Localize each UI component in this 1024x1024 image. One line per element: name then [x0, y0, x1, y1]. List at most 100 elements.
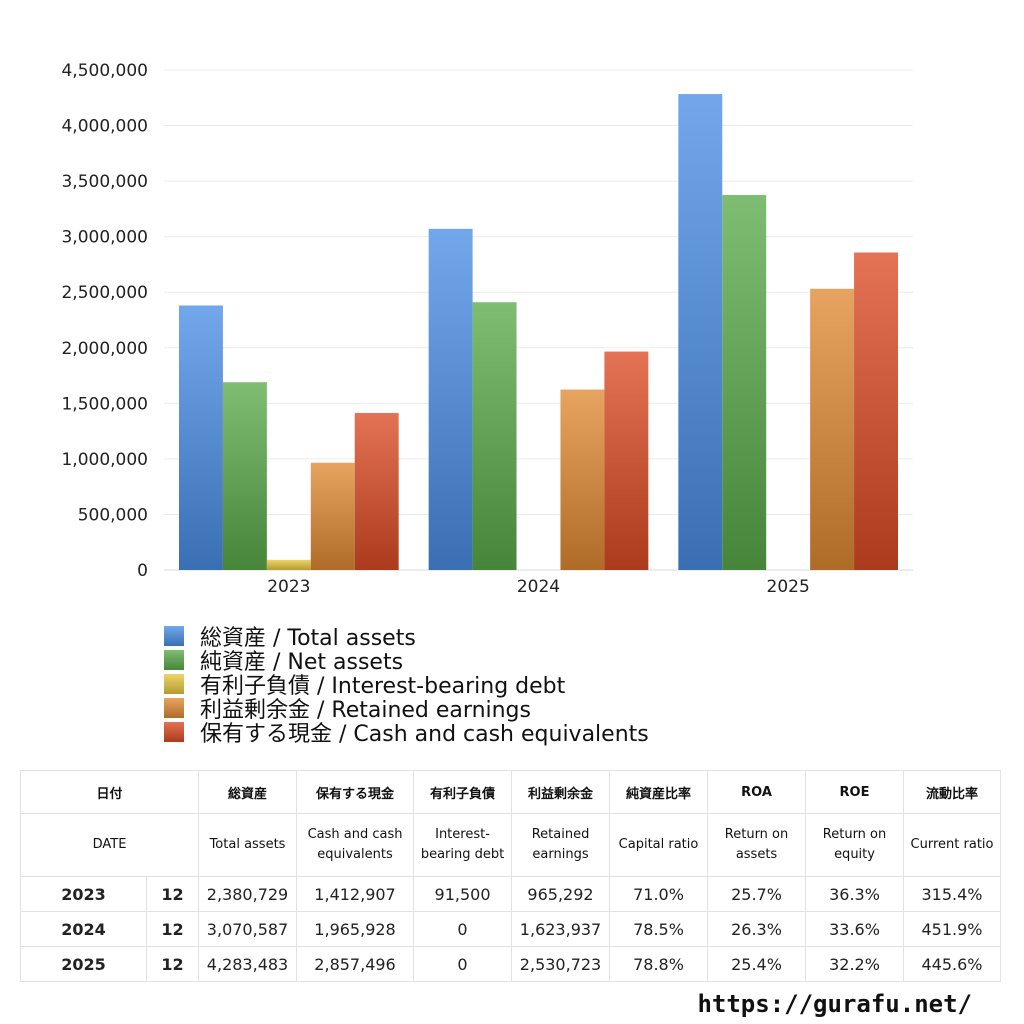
table-header-cell: Interest-bearing debt: [413, 813, 513, 877]
legend-label: 保有する現金 / Cash and cash equivalents: [200, 722, 649, 747]
table-cell: 965,292: [511, 876, 611, 912]
table-header-ja: 日付 総資産 保有する現金 有利子負債 利益剰余金 純資産比率 ROA ROE …: [19, 770, 1002, 814]
legend-label: 総資産 / Total assets: [200, 626, 416, 651]
bar: [678, 94, 723, 571]
legend-item-net-assets: 純資産 / Net assets: [164, 648, 649, 675]
table-cell: 451.9%: [903, 911, 1002, 947]
bar-chart: 4,500,000 4,000,000 3,500,000 3,000,000 2,50…: [61, 61, 913, 597]
legend-item-interest-bearing-debt: 有利子負債 / Interest-bearing debt: [164, 672, 649, 699]
table-cell: 78.8%: [609, 946, 709, 982]
table-cell: 2,380,729: [198, 876, 298, 912]
table-header-en: DATE Total assets Cash and cash equivale…: [19, 813, 1002, 877]
bar: [722, 195, 767, 570]
table-header-cell: Retained earnings: [511, 813, 611, 877]
table-cell: 0: [413, 911, 513, 947]
y-tick-label: 2,500,000: [61, 283, 148, 303]
bar: [810, 288, 855, 570]
bar: [179, 305, 223, 570]
table-cell: 78.5%: [609, 911, 709, 947]
table-header-cell: 有利子負債: [413, 770, 513, 814]
x-tick-label: 2023: [267, 577, 310, 597]
table-cell: 32.2%: [805, 946, 905, 982]
table-header-cell: 保有する現金: [296, 770, 415, 814]
bar: [604, 351, 649, 570]
y-axis-ticks: 4,500,000 4,000,000 3,500,000 3,000,000 2,50…: [61, 61, 148, 581]
table-header-cell: ROE: [805, 770, 905, 814]
legend-swatch: [164, 698, 184, 718]
grid-lines: [164, 69, 913, 571]
table-header-cell: Return on assets: [707, 813, 807, 877]
table-cell: 25.7%: [707, 876, 807, 912]
bar: [428, 228, 473, 570]
legend-swatch: [164, 650, 184, 670]
table-header-cell: 純資産比率: [609, 770, 709, 814]
bar: [266, 559, 311, 570]
y-tick-label: 2,000,000: [61, 339, 148, 359]
table-header-cell: Return on equity: [805, 813, 905, 877]
table-cell: 2,857,496: [296, 946, 415, 982]
y-tick-label: 1,500,000: [61, 394, 148, 414]
table-header-cell: 利益剰余金: [511, 770, 611, 814]
y-tick-label: 500,000: [78, 505, 148, 525]
table-cell-year: 2024: [20, 911, 147, 947]
bar: [222, 382, 267, 570]
table-cell: 25.4%: [707, 946, 807, 982]
bar: [854, 252, 898, 571]
financial-table: 日付 総資産 保有する現金 有利子負債 利益剰余金 純資産比率 ROA ROE …: [19, 770, 1002, 982]
table-cell: 26.3%: [707, 911, 807, 947]
legend-swatch: [164, 722, 184, 742]
table-row: 2023 12 2,380,729 1,412,907 91,500 965,2…: [20, 876, 1002, 912]
table-cell: 1,412,907: [296, 876, 415, 912]
y-tick-label: 4,500,000: [61, 61, 148, 81]
site-url: https://gurafu.net/: [697, 990, 972, 1018]
table-cell-month: 12: [145, 876, 200, 912]
legend-label: 純資産 / Net assets: [200, 650, 404, 675]
table-header-cell: Cash and cash equivalents: [296, 813, 415, 877]
table-cell: 4,283,483: [198, 946, 298, 982]
bar: [354, 413, 399, 570]
legend: 総資産 / Total assets 純資産 / Net assets 有利子負…: [164, 624, 649, 747]
table-header-cell: 日付: [19, 770, 200, 814]
table-header-cell: 流動比率: [903, 770, 1002, 814]
table-header-cell: DATE: [19, 813, 200, 877]
bar: [472, 302, 517, 570]
table-header-cell: ROA: [707, 770, 807, 814]
table-row: 2024 12 3,070,587 1,965,928 0 1,623,937 …: [20, 911, 1002, 947]
y-tick-label: 1,000,000: [61, 450, 148, 470]
table-row: 2025 12 4,283,483 2,857,496 0 2,530,723 …: [20, 946, 1002, 982]
y-tick-label: 4,000,000: [61, 117, 148, 137]
x-axis-ticks: 2023 2024 2025: [267, 577, 810, 597]
table-cell: 2,530,723: [511, 946, 611, 982]
bar: [310, 462, 355, 570]
table-cell: 91,500: [413, 876, 513, 912]
legend-label: 有利子負債 / Interest-bearing debt: [200, 674, 566, 699]
x-tick-label: 2025: [767, 577, 810, 597]
table-header-cell: Capital ratio: [609, 813, 709, 877]
table-header-cell: 総資産: [198, 770, 298, 814]
y-tick-label: 0: [137, 561, 148, 581]
table-cell: 0: [413, 946, 513, 982]
table-cell: 315.4%: [903, 876, 1002, 912]
legend-swatch: [164, 626, 184, 646]
table-cell-year: 2023: [20, 876, 147, 912]
legend-swatch: [164, 674, 184, 694]
table-cell: 33.6%: [805, 911, 905, 947]
table-cell: 445.6%: [903, 946, 1002, 982]
legend-item-cash: 保有する現金 / Cash and cash equivalents: [164, 720, 649, 747]
bars: [179, 94, 898, 571]
table-cell-year: 2025: [20, 946, 147, 982]
x-tick-label: 2024: [517, 577, 560, 597]
table-cell: 1,965,928: [296, 911, 415, 947]
y-tick-label: 3,000,000: [61, 228, 148, 248]
legend-label: 利益剰余金 / Retained earnings: [200, 698, 531, 723]
y-tick-label: 3,500,000: [61, 172, 148, 192]
legend-item-total-assets: 総資産 / Total assets: [164, 624, 649, 651]
table-header-cell: Current ratio: [903, 813, 1002, 877]
bar: [560, 389, 605, 570]
table-cell: 36.3%: [805, 876, 905, 912]
table-cell: 71.0%: [609, 876, 709, 912]
legend-item-retained-earnings: 利益剰余金 / Retained earnings: [164, 696, 649, 723]
table-cell: 3,070,587: [198, 911, 298, 947]
table-header-cell: Total assets: [198, 813, 298, 877]
table-cell-month: 12: [145, 911, 200, 947]
